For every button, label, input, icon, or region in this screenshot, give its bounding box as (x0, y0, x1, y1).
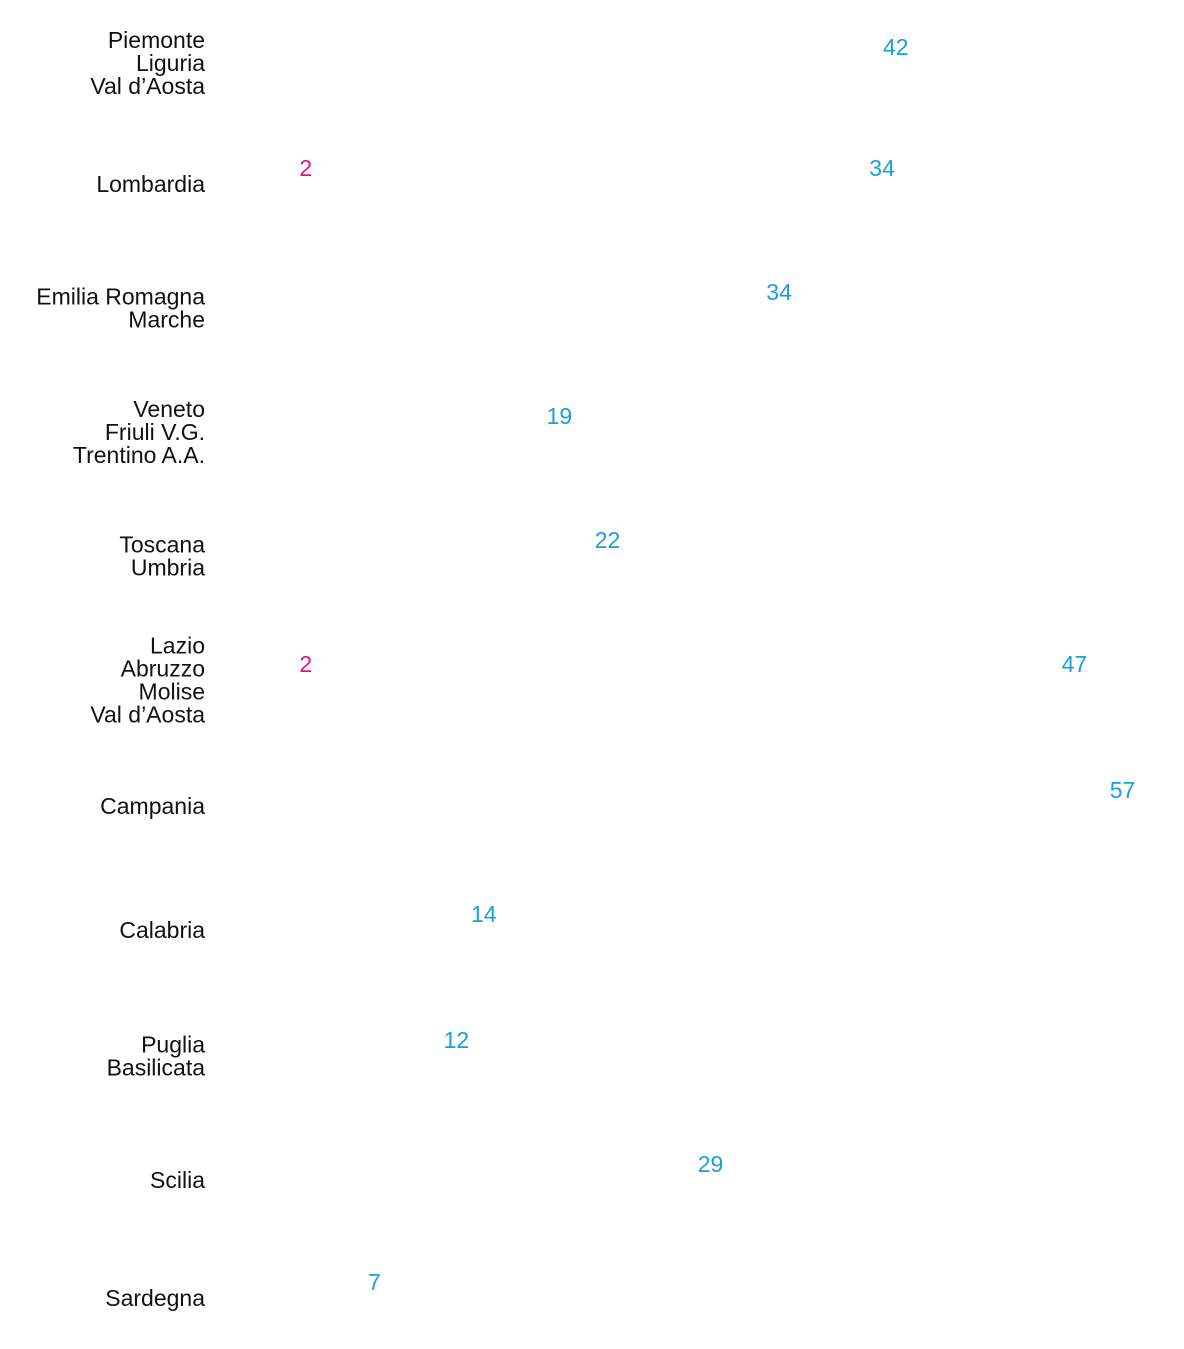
person-icon (363, 623, 455, 740)
category-label: Umbria (131, 555, 205, 581)
person-icon (981, 749, 1073, 866)
person-icon (466, 623, 558, 740)
person-icon (878, 623, 970, 740)
person-icon (466, 749, 558, 866)
category-label: Piemonte (108, 27, 205, 53)
value-label: 29 (698, 1151, 724, 1177)
category-label: Toscana (119, 532, 205, 558)
category-label: Emilia Romagna (36, 284, 205, 310)
person-icon (775, 6, 867, 123)
person-icon (775, 623, 867, 740)
person-icon (569, 749, 661, 866)
value-label: 47 (1062, 651, 1088, 677)
person-icon (878, 749, 970, 866)
person-icon (260, 749, 352, 866)
category-label: Lazio (150, 633, 205, 659)
person-icon (363, 873, 455, 990)
person-icon (260, 873, 352, 990)
value-label: 57 (1110, 777, 1136, 803)
value-label: 42 (883, 34, 909, 60)
chart-row: Lombardia 2 34 (96, 127, 895, 244)
person-icon-highlight (260, 127, 286, 244)
person-icon (672, 1123, 684, 1240)
person-icon (672, 749, 764, 866)
person-icon (569, 623, 661, 740)
person-icon (363, 251, 455, 368)
value-label: 7 (368, 1269, 381, 1295)
person-icon (363, 1123, 455, 1240)
category-label: Lombardia (96, 171, 205, 197)
person-icon (260, 499, 352, 616)
person-icon (363, 6, 455, 123)
person-icon (672, 6, 764, 123)
person-icon (260, 1241, 352, 1349)
category-label: Scilia (150, 1167, 205, 1193)
person-icon (363, 375, 455, 492)
category-label: Basilicata (107, 1055, 206, 1081)
person-icon-highlight (260, 623, 286, 740)
category-label: Marche (128, 307, 205, 333)
person-icon (363, 999, 430, 1116)
person-icon (260, 251, 352, 368)
person-icon (569, 127, 661, 244)
category-label: Friuli V.G. (105, 419, 205, 445)
value-label: 2 (299, 155, 312, 181)
person-icon (363, 127, 455, 244)
value-label: 19 (547, 403, 573, 429)
chart-row: Scilia 29 (150, 1123, 724, 1240)
chart-row: Sardegna 7 (105, 1241, 381, 1349)
value-label: 34 (869, 155, 895, 181)
category-label: Molise (139, 679, 205, 705)
person-icon (569, 499, 581, 616)
person-icon (260, 1123, 352, 1240)
category-label: Val d’Aosta (90, 73, 205, 99)
person-icon (569, 251, 661, 368)
value-label: 34 (766, 279, 792, 305)
person-icon (466, 375, 533, 492)
person-icon (981, 623, 1048, 740)
person-icon (466, 127, 558, 244)
category-label: Sardegna (105, 1285, 205, 1311)
person-icon (260, 6, 352, 123)
value-label: 12 (444, 1027, 470, 1053)
person-icon (466, 499, 558, 616)
value-label: 14 (471, 901, 497, 927)
category-label: Liguria (136, 50, 205, 76)
person-icon (260, 999, 352, 1116)
value-label: 2 (299, 651, 312, 677)
person-icon (672, 251, 753, 368)
category-label: Trentino A.A. (73, 442, 205, 468)
category-label: Campania (100, 793, 205, 819)
person-icon (363, 499, 455, 616)
category-label: Calabria (119, 917, 205, 943)
person-icon (1084, 749, 1096, 866)
person-icon (466, 251, 558, 368)
person-icon (775, 127, 856, 244)
person-icon (775, 749, 867, 866)
value-label: 22 (595, 527, 621, 553)
chart-row: Campania 57 (100, 749, 1136, 866)
category-label: Abruzzo (121, 656, 205, 682)
person-icon (672, 623, 764, 740)
person-icon (260, 375, 352, 492)
chart-row: Calabria 14 (119, 873, 497, 990)
person-icon (672, 127, 764, 244)
person-icon (569, 6, 661, 123)
person-icon (466, 1123, 558, 1240)
person-icon (466, 6, 558, 123)
category-label: Puglia (141, 1032, 205, 1058)
person-icon (569, 1123, 661, 1240)
category-label: Veneto (133, 396, 205, 422)
person-icon (363, 749, 455, 866)
category-label: Val d’Aosta (90, 702, 205, 728)
